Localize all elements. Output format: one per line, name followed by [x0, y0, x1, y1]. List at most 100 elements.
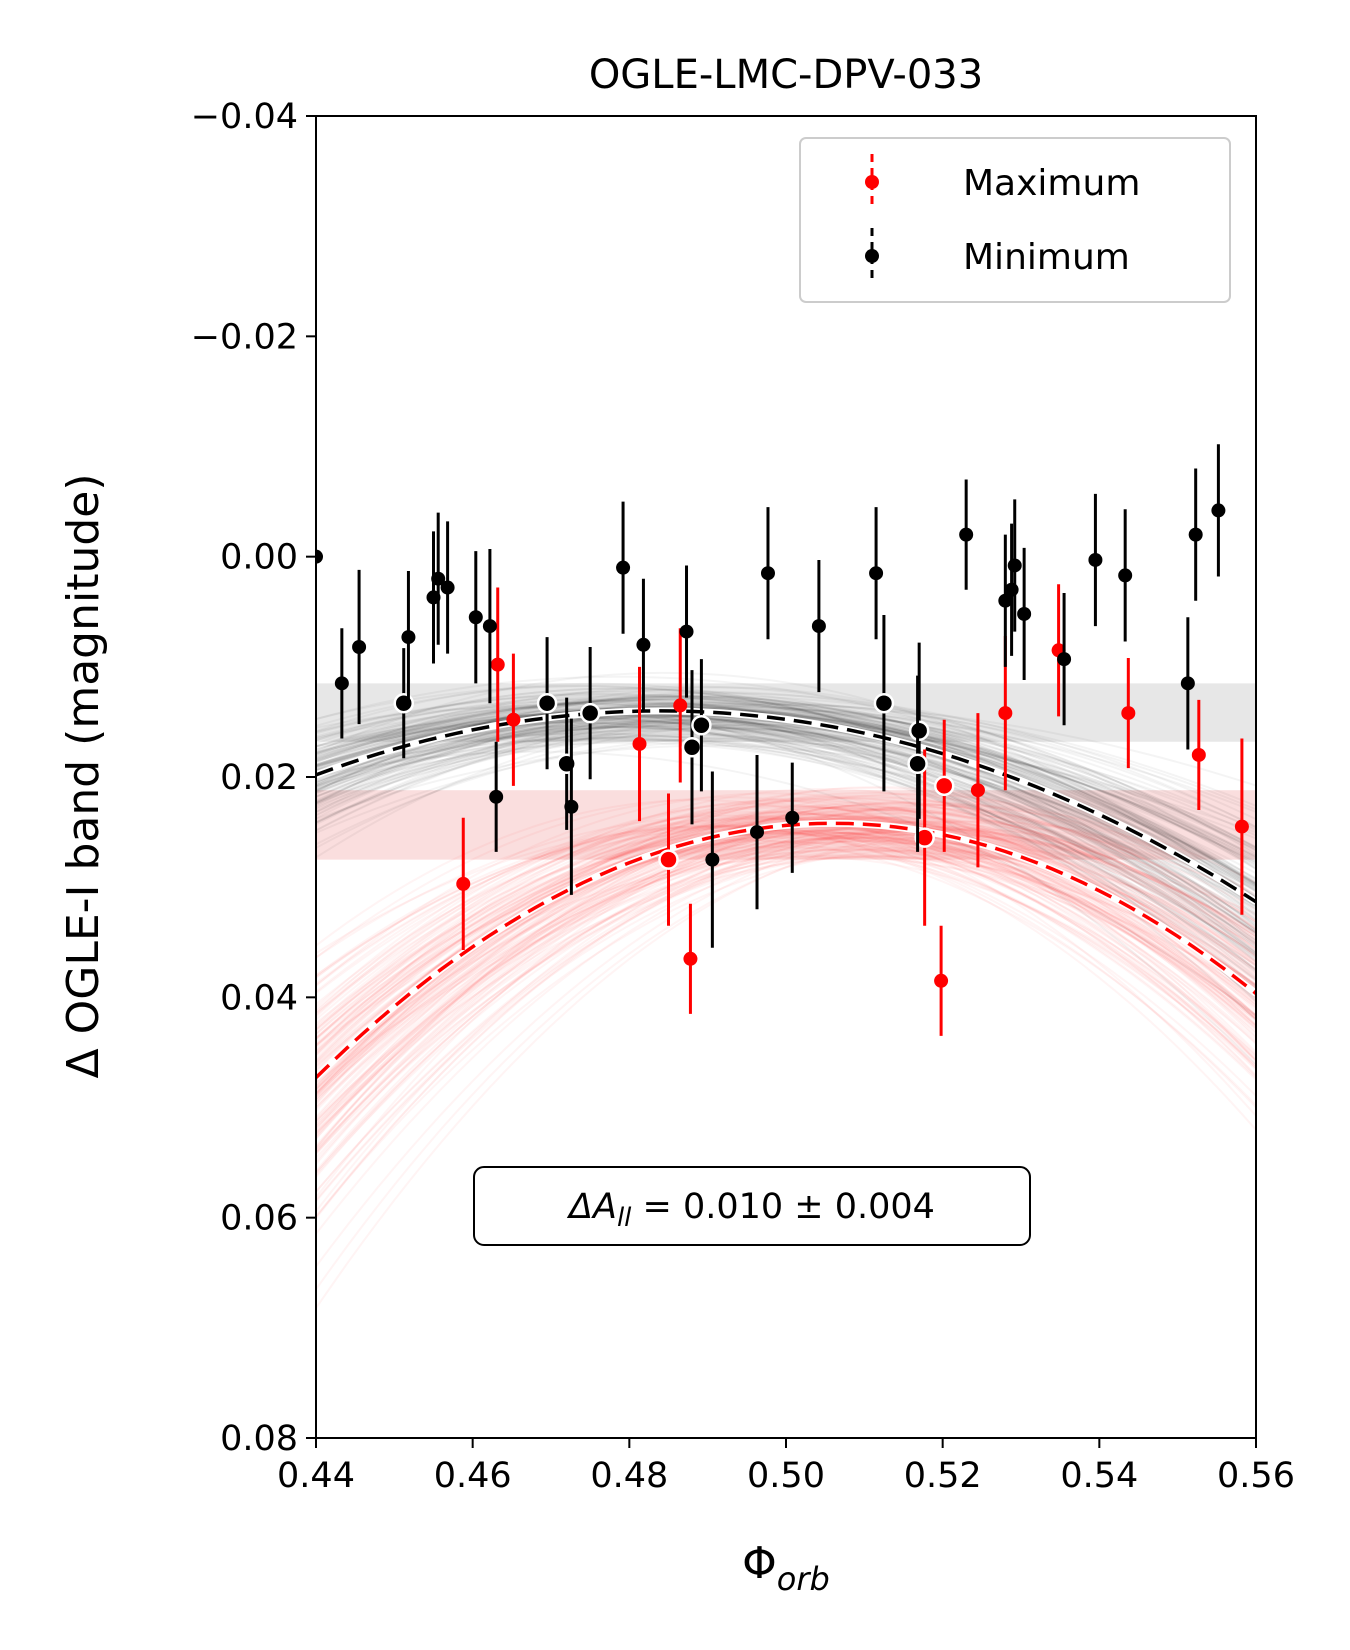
fit-sample-curve [316, 714, 1256, 901]
fit-sample-curve [316, 706, 1256, 852]
maximum-point [1191, 747, 1206, 762]
fit-sample-curve [316, 845, 1256, 1065]
fit-sample-curve [316, 719, 1256, 941]
best-fit-curve [316, 821, 1256, 1079]
fit-sample-curve [316, 693, 1256, 886]
minimum-point [616, 560, 631, 575]
fit-sample-curve [316, 846, 1256, 1202]
legend-maximum-marker [865, 175, 879, 189]
fit-sample-curve [316, 692, 1256, 821]
x-axis-label-subscript: orb [777, 1560, 830, 1598]
fit-sample-curve [316, 838, 1256, 1106]
minimum-point [440, 580, 455, 595]
fit-sample-curve [316, 720, 1256, 840]
fit-sample-curve [316, 695, 1256, 899]
maximum-point [456, 876, 471, 891]
maximum-point [506, 712, 521, 727]
fit-sample-curve [316, 711, 1256, 960]
fit-sample-curve [316, 750, 1256, 1017]
y-tick-label: 0.04 [220, 978, 298, 1018]
fit-sample-curve [316, 721, 1256, 979]
fit-sample-curve [316, 856, 1256, 1102]
y-axis-label: Δ OGLE-I band (magnitude) [58, 474, 109, 1079]
fit-sample-curve [316, 819, 1256, 1036]
fit-sample-curve [316, 714, 1256, 915]
fit-sample-curve [316, 849, 1256, 1151]
fit-sample-curve [316, 837, 1256, 1147]
fit-sample-curve [316, 831, 1256, 1064]
fit-sample-curve [316, 724, 1256, 864]
minimum-point [1017, 606, 1032, 621]
fit-sample-curve [316, 813, 1256, 1048]
fit-sample-curve [316, 794, 1256, 1083]
minimum-point [691, 714, 712, 736]
fit-sample-curve [316, 688, 1256, 885]
minimum-point [1188, 527, 1203, 542]
minimum-point [679, 624, 694, 639]
fit-sample-curve [316, 713, 1256, 937]
fit-sample-curve [316, 699, 1256, 899]
x-axis-label-symbol: Φ [742, 1538, 777, 1589]
fit-sample-curve [316, 827, 1256, 1131]
fit-sample-curve [316, 832, 1256, 1193]
fit-sample-curve [316, 684, 1256, 927]
maximum-point [658, 849, 679, 870]
fit-sample-curve [316, 829, 1256, 1176]
fit-sample-curve [316, 720, 1256, 942]
fit-sample-curve [316, 831, 1256, 1178]
fit-sample-curve [316, 682, 1256, 949]
fit-sample-curve [316, 712, 1256, 859]
fit-sample-curve [316, 828, 1256, 1309]
best-fit-curve [316, 709, 1256, 904]
amplitude-annotation: ΔAll = 0.010 ± 0.004 [473, 1166, 1031, 1246]
minimum-point [1004, 582, 1019, 597]
minimum-point [352, 640, 367, 655]
fit-sample-curve [316, 739, 1256, 934]
maximum-point [933, 775, 955, 797]
fit-sample-curve [316, 796, 1256, 1021]
y-tick-label: −0.02 [191, 317, 298, 357]
fit-sample-curve [316, 707, 1256, 861]
maximum-point [673, 698, 688, 713]
maximum-point [632, 736, 647, 751]
fit-sample-curve [316, 697, 1256, 892]
legend: Maximum Minimum [799, 137, 1231, 303]
fit-sample-curve [316, 832, 1256, 1059]
minimum-point [959, 527, 974, 542]
minimum-point [536, 692, 558, 714]
minimum-point [869, 566, 884, 581]
fit-sample-curve [316, 804, 1256, 1062]
fit-sample-curve [316, 830, 1256, 1052]
x-tick-label: 0.44 [277, 1456, 355, 1496]
minimum-point [636, 637, 651, 652]
fit-sample-curve [316, 726, 1256, 971]
fit-sample-curve [316, 700, 1256, 1003]
fit-sample-curve [316, 841, 1256, 1040]
fit-sample-curve [316, 832, 1256, 1069]
fit-sample-curve [316, 709, 1256, 851]
legend-minimum-marker [865, 249, 879, 263]
fit-sample-curve [316, 702, 1256, 849]
fit-sample-curve [316, 706, 1256, 988]
fit-sample-curve [316, 712, 1256, 953]
fit-sample-curve [316, 853, 1256, 1152]
fit-sample-curve [316, 827, 1256, 1126]
fit-sample-curve [316, 799, 1256, 1027]
legend-maximum-label: Maximum [963, 163, 1140, 204]
fit-sample-curve [316, 804, 1256, 1038]
fit-sample-curve [316, 806, 1256, 994]
fit-sample-curve [316, 820, 1256, 1101]
minimum-point [1007, 558, 1022, 573]
maximum-point [970, 783, 985, 798]
fit-sample-curve [316, 855, 1256, 1159]
minimum-point [681, 737, 703, 758]
minimum-point [760, 566, 775, 581]
minimum-point [1057, 652, 1072, 667]
fit-sample-curve [316, 725, 1256, 904]
fit-sample-curve [316, 848, 1256, 1122]
x-tick-label: 0.46 [434, 1456, 512, 1496]
minimum-point [393, 692, 414, 714]
fit-sample-curve [316, 811, 1256, 1026]
minimum-point [431, 571, 446, 586]
minimum-point [1180, 676, 1195, 691]
